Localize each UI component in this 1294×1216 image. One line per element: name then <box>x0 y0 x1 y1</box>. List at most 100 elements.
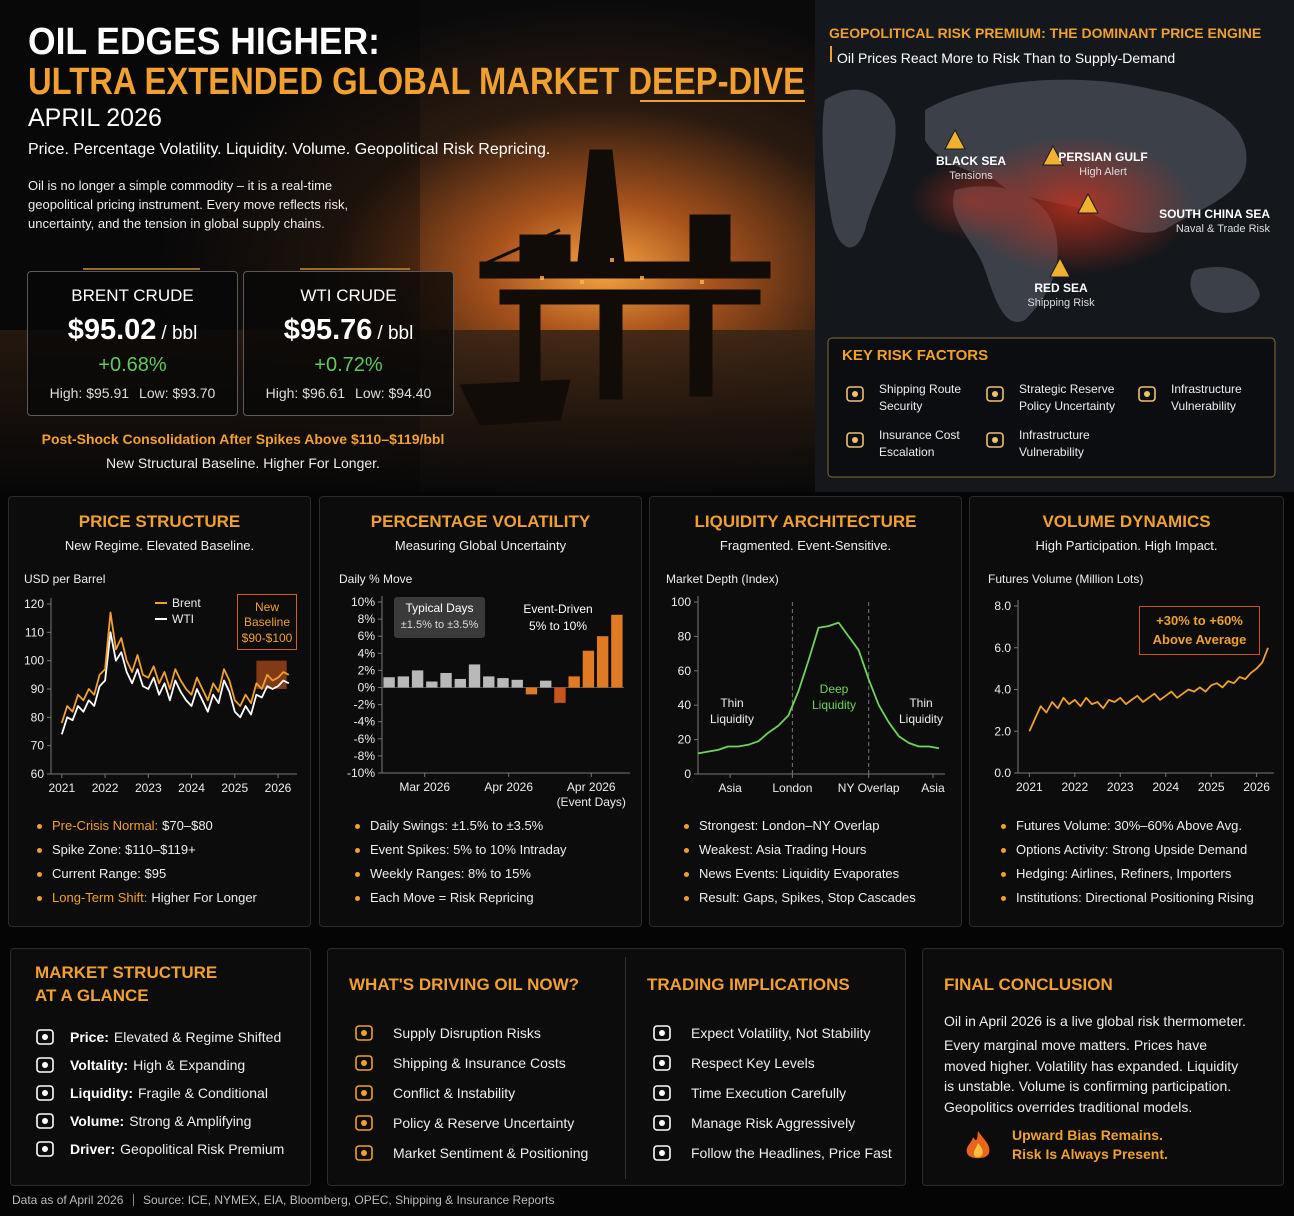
bullet-dot <box>684 896 689 901</box>
icon <box>653 1055 671 1071</box>
chart-subtitle: Measuring Global Uncertainty <box>394 538 567 553</box>
bullet-dot <box>37 824 42 829</box>
icon-shape <box>36 1029 54 1045</box>
y-tick-label: 90 <box>31 682 45 696</box>
bullet: Institutions: Directional Positioning Ri… <box>1016 890 1254 905</box>
annotation: Typical Days <box>405 601 474 615</box>
legend-label: Brent <box>172 596 201 610</box>
footer-separator <box>133 1194 134 1206</box>
icon <box>653 1115 671 1131</box>
x-tick-label: 2021 <box>1016 780 1043 794</box>
panel-title: FINAL CONCLUSION <box>944 975 1113 994</box>
bar <box>468 664 481 688</box>
icon-shape <box>42 1062 48 1068</box>
bullet: Each Move = Risk Repricing <box>370 890 534 905</box>
icon <box>36 1141 54 1157</box>
hotspot-note: Naval & Trade Risk <box>1175 223 1270 235</box>
bar <box>525 687 538 695</box>
x-tick-label: 2024 <box>178 781 205 795</box>
hotspot-note: High Alert <box>1079 166 1127 178</box>
price-range: High: $95.91 Low: $93.70 <box>28 385 237 401</box>
risk-factor: Strategic Reserve Policy Uncertainty <box>1019 382 1116 413</box>
icon-shape <box>846 432 864 448</box>
bullet: Current Range: $95 <box>52 866 167 881</box>
annotation: Thin Liquidity <box>898 696 944 726</box>
bullet-dot <box>355 896 360 901</box>
x-tick-label: 2025 <box>1197 780 1225 794</box>
icon <box>355 1025 373 1041</box>
x-tick-label: 2022 <box>1061 780 1089 794</box>
annotation: Event-Driven <box>523 602 593 616</box>
flame-core <box>973 1143 983 1158</box>
bullet: Event Spikes: 5% to 10% Intraday <box>370 842 567 857</box>
bullet-dot <box>684 848 689 853</box>
bullet-dot <box>37 872 42 877</box>
annotation: $90-$100 <box>241 631 293 645</box>
bar <box>611 614 623 688</box>
footer-date: Data as of April 2026 <box>12 1193 124 1207</box>
icon <box>355 1115 373 1131</box>
structure-text: High & Expanding <box>133 1057 246 1073</box>
y-tick-label: -2% <box>354 698 376 712</box>
icon-shape <box>36 1085 54 1101</box>
y-tick-label: 2% <box>358 663 376 677</box>
callout: Upward Bias Remains. <box>1012 1127 1163 1143</box>
price-unit: / bbl <box>377 323 414 344</box>
price-name: BRENT CRUDE <box>71 286 194 305</box>
bullet: Daily Swings: ±1.5% to ±3.5% <box>370 818 544 833</box>
icon-shape <box>659 1150 665 1156</box>
chart-subtitle: Fragmented. Event-Sensitive. <box>719 538 892 553</box>
icon <box>846 386 864 402</box>
annotation: Deep Liquidity <box>811 682 857 712</box>
icon-shape <box>659 1030 665 1036</box>
chart: 60 70 80 90 100 110 120 Brent WTI <box>24 596 297 781</box>
bar <box>511 679 523 688</box>
icon-shape <box>986 386 1004 402</box>
list-item: Respect Key Levels <box>691 1055 815 1071</box>
icon <box>355 1055 373 1071</box>
icon <box>653 1025 671 1041</box>
market-structure-panel: MARKET STRUCTURE AT A GLANCE Price: Elevat… <box>10 948 311 1186</box>
icon-shape <box>42 1034 48 1040</box>
annotation: +30% to +60% <box>1156 613 1243 628</box>
icon-shape <box>361 1060 367 1066</box>
bar <box>397 676 410 688</box>
list-item: Policy & Reserve Uncertainty <box>393 1115 575 1131</box>
list-item: Supply Disruption Risks <box>393 1025 541 1041</box>
tagline: Price. Percentage Volatility. Liquidity.… <box>28 141 551 158</box>
risk-factor: Shipping Route Security <box>879 382 962 413</box>
list-item: Follow the Headlines, Price Fast <box>691 1145 892 1161</box>
icon-shape <box>42 1146 48 1152</box>
y-axis-label: Daily % Move <box>339 572 413 586</box>
y-tick-label: 20 <box>678 733 692 747</box>
price-high: High: $96.61 <box>265 385 346 401</box>
icon <box>355 1145 373 1161</box>
chart-title: PRICE STRUCTURE <box>78 512 241 531</box>
hotspot-note: Tensions <box>949 170 993 182</box>
price-range: High: $96.61 Low: $94.40 <box>244 385 453 401</box>
icon-shape <box>355 1115 373 1131</box>
risk-factor: Infrastructure Vulnerability <box>1019 428 1090 459</box>
x-tick-label: Asia <box>921 781 945 795</box>
x-tick-label: Apr 2026 <box>484 780 534 794</box>
bar <box>497 678 509 688</box>
line-series <box>60 611 290 724</box>
structure-text: Strong & Amplifying <box>129 1113 252 1129</box>
structure-item: Voltality: High & Expanding <box>70 1057 245 1073</box>
y-tick-label: 100 <box>24 654 44 668</box>
structure-label: Liquidity: <box>70 1085 133 1101</box>
bar <box>454 678 466 688</box>
x-tick-label: Apr 2026 (Event Days) <box>556 780 626 809</box>
bullet: Weekly Ranges: 8% to 15% <box>370 866 531 881</box>
x-tick-label: Asia <box>718 781 742 795</box>
drivers-panel: WHAT'S DRIVING OIL NOW? Supply Disruption… <box>327 948 906 1186</box>
chart: -10% -8% -6% -4% -2% 0% 2% 4% 6% 8% 10% <box>347 595 630 780</box>
icon <box>1138 386 1156 402</box>
structure-label: Volume: <box>70 1113 125 1129</box>
icon-shape <box>42 1118 48 1124</box>
panel-title: TRADING IMPLICATIONS <box>647 975 850 994</box>
price-row: $95.76/ bbl <box>244 314 453 347</box>
icon <box>355 1085 373 1101</box>
bullet-dot <box>1001 824 1006 829</box>
bullet-dot <box>355 824 360 829</box>
